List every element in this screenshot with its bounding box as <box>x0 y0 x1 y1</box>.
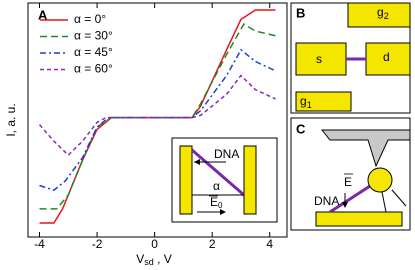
x-axis-label: Vsd , V <box>136 252 172 267</box>
x-label-sub: sd <box>144 257 154 267</box>
x-tick-label: -4 <box>34 237 45 251</box>
legend-label: α = 45° <box>74 45 113 59</box>
g-sub: 1 <box>307 100 312 110</box>
panel-c: C E DNA <box>290 117 411 231</box>
gate2-label: g2 <box>377 5 389 21</box>
field-arrow <box>391 189 407 207</box>
x-tick-label: -2 <box>92 237 103 251</box>
panel-label: B <box>296 5 305 20</box>
x-label-unit: , V <box>154 252 172 266</box>
g-main: g <box>377 5 384 19</box>
plot-frame <box>27 2 288 238</box>
field-label: E <box>344 175 352 189</box>
field-sub: 0 <box>218 201 223 210</box>
drain <box>365 42 411 76</box>
dna-line <box>191 148 245 197</box>
cantilever <box>320 129 411 168</box>
panel-label: A <box>38 7 48 22</box>
g-sub: 2 <box>384 11 389 21</box>
field-main: E <box>210 195 218 209</box>
x-tick-label: 4 <box>266 237 273 251</box>
arrow-head <box>194 159 200 165</box>
arrow-head <box>342 202 348 208</box>
tip-line <box>381 191 387 213</box>
x-tick-label: 2 <box>209 237 216 251</box>
legend-label: α = 0° <box>74 12 106 26</box>
x-tick-label: 0 <box>151 237 158 251</box>
inset-dna: DNA <box>214 147 239 161</box>
legend-label: α = 30° <box>74 29 113 43</box>
dna-label: DNA <box>314 194 339 208</box>
inset-alpha: α <box>213 179 220 193</box>
panel-label: C <box>296 121 306 136</box>
source <box>295 42 347 76</box>
drain-label: d <box>383 50 390 64</box>
g-main: g <box>300 94 307 108</box>
x-label-main: V <box>136 252 144 266</box>
gate1-label: g1 <box>300 94 312 110</box>
source-label: s <box>316 52 322 66</box>
series-line <box>38 74 276 157</box>
substrate <box>315 211 403 227</box>
tip-ball <box>367 167 393 193</box>
gate <box>295 91 352 112</box>
arrow-head <box>220 209 226 215</box>
dna-line <box>329 184 371 214</box>
y-axis-label: I, a. u. <box>4 103 18 136</box>
gate <box>347 2 411 28</box>
legend-label: α = 60° <box>74 62 113 76</box>
inset-field: E0 <box>210 195 223 210</box>
electrode <box>243 145 257 215</box>
inset: DNA α E0 <box>171 137 278 223</box>
electrode <box>179 145 193 215</box>
panel-b: B s d g1 g2 <box>290 2 411 114</box>
